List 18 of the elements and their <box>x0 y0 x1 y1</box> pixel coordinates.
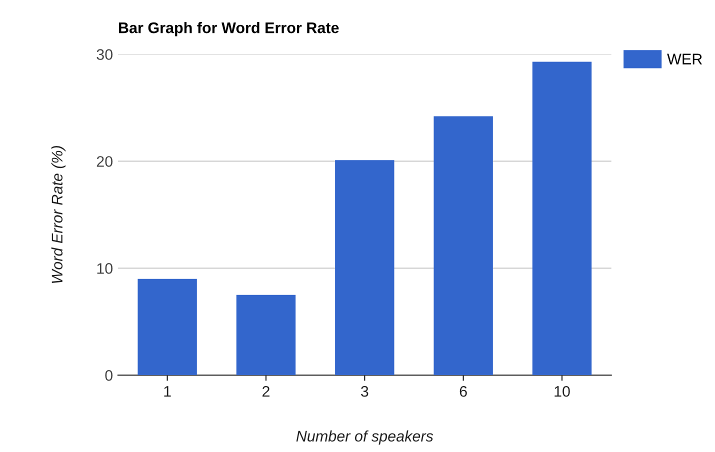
y-tick-label: 30 <box>96 49 113 60</box>
x-tick-label: 10 <box>554 386 570 397</box>
x-tick-label: 6 <box>460 386 467 397</box>
bar <box>434 116 493 376</box>
chart-title: Bar Graph for Word Error Rate <box>118 22 339 36</box>
bar <box>335 160 394 376</box>
y-tick-label: 10 <box>97 263 113 274</box>
bar <box>138 278 197 376</box>
bar <box>236 294 296 376</box>
y-tick-label: 20 <box>96 156 113 167</box>
x-axis-title: Number of speakers <box>296 430 434 445</box>
bar <box>532 62 592 376</box>
x-tick-label: 1 <box>164 386 171 397</box>
x-tick-label: 3 <box>360 386 368 397</box>
x-tick-label: 2 <box>262 386 270 397</box>
legend-label: WER <box>667 54 702 64</box>
y-tick-label: 0 <box>105 370 113 381</box>
y-axis-title: Word Error Rate (%) <box>51 146 66 283</box>
